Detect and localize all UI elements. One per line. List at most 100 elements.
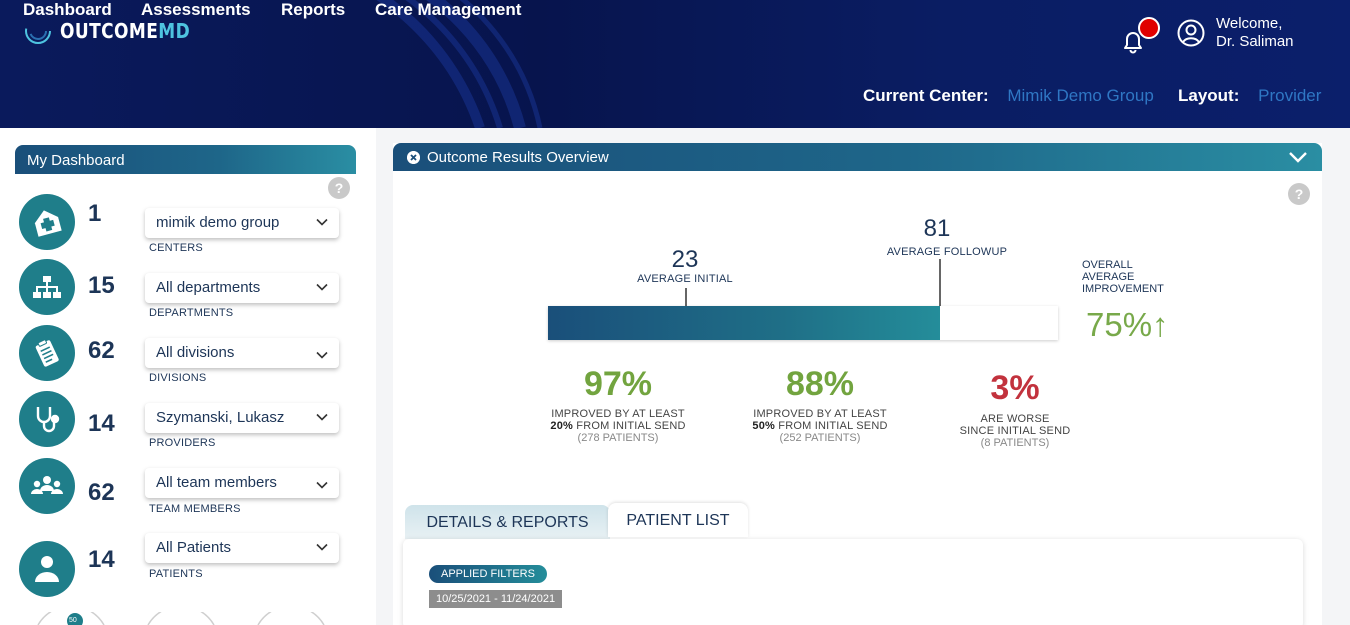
average-initial-value: 23 xyxy=(671,246,699,273)
desc-line: IMPROVED BY AT LEAST xyxy=(753,408,887,420)
outcomemd-logo[interactable]: OUTCOMEMD xyxy=(24,17,213,45)
patients-select[interactable]: All Patients xyxy=(145,533,339,563)
improved-20-percent: 97% xyxy=(583,365,653,403)
desc-rest: FROM INITIAL SEND xyxy=(573,420,686,432)
layout-link[interactable]: Provider xyxy=(1258,86,1322,105)
improved-50-percent: 88% xyxy=(785,365,855,403)
improvement-bar-fill xyxy=(548,306,941,340)
worse-patients: (8 PATIENTS) xyxy=(980,437,1050,449)
notification-bell-icon[interactable] xyxy=(1118,26,1148,56)
divisions-label: DIVISIONS xyxy=(149,372,207,384)
nav-assessments[interactable]: Assessments xyxy=(141,0,251,19)
providers-select-value: Szymanski, Lukasz xyxy=(156,409,285,426)
tab-patient-list[interactable]: PATIENT LIST xyxy=(608,503,748,537)
my-dashboard-panel: My Dashboard ? 1 mimik demo group CENTER… xyxy=(0,128,376,625)
improved-50-description: IMPROVED BY AT LEAST 50% FROM INITIAL SE… xyxy=(730,408,910,432)
user-avatar-icon[interactable] xyxy=(1176,18,1206,48)
help-icon[interactable]: ? xyxy=(328,177,350,199)
nav-dashboard[interactable]: Dashboard xyxy=(23,0,112,19)
gauge-badge: 50 xyxy=(69,617,77,624)
centers-count: 1 xyxy=(88,200,102,227)
help-icon[interactable]: ? xyxy=(1288,183,1310,205)
chevron-down-icon xyxy=(316,283,328,291)
average-initial-label: AVERAGE INITIAL xyxy=(637,273,733,285)
nav-reports[interactable]: Reports xyxy=(281,0,346,19)
tab-details-reports[interactable]: DETAILS & REPORTS xyxy=(405,505,610,539)
patients-label: PATIENTS xyxy=(149,568,203,580)
providers-count: 14 xyxy=(88,410,115,437)
providers-select[interactable]: Szymanski, Lukasz xyxy=(145,403,339,433)
desc-bold: 20% xyxy=(550,420,574,432)
departments-select-value: All departments xyxy=(156,279,261,296)
stethoscope-icon xyxy=(19,391,75,447)
chevron-down-icon xyxy=(316,413,328,421)
average-followup-marker xyxy=(939,259,942,306)
centers-row: 1 mimik demo group CENTERS xyxy=(0,191,376,254)
chevron-down-icon xyxy=(316,481,328,489)
desc-line: SINCE INITIAL SEND xyxy=(959,425,1071,437)
team-icon xyxy=(19,458,75,514)
current-center: Current Center: Mimik Demo Group xyxy=(863,86,1154,106)
team-members-label: TEAM MEMBERS xyxy=(149,503,241,515)
patients-row: 14 All Patients PATIENTS xyxy=(0,516,376,597)
desc-rest: FROM INITIAL SEND xyxy=(775,420,888,432)
hospital-icon xyxy=(19,194,75,250)
team-members-select[interactable]: All team members xyxy=(145,468,339,498)
bottom-gauge-row xyxy=(37,612,325,625)
average-followup-value: 81 xyxy=(923,215,951,242)
worse-percent: 3% xyxy=(990,369,1040,407)
logo-swirl-icon xyxy=(25,18,51,44)
divisions-select-value: All divisions xyxy=(156,344,235,361)
desc-bold: 50% xyxy=(752,420,776,432)
departments-select[interactable]: All departments xyxy=(145,273,339,303)
average-initial-marker xyxy=(684,288,687,306)
improved-20-patients: (278 PATIENTS) xyxy=(577,432,659,444)
close-icon[interactable] xyxy=(407,151,420,164)
desc-line: 20% FROM INITIAL SEND xyxy=(528,420,708,432)
desc-line: 50% FROM INITIAL SEND xyxy=(730,420,910,432)
team-members-count: 62 xyxy=(88,479,115,506)
centers-select-value: mimik demo group xyxy=(156,214,280,231)
improved-50-patients: (252 PATIENTS) xyxy=(779,432,861,444)
improvement-bar-track xyxy=(548,306,1058,340)
my-dashboard-title: My Dashboard xyxy=(15,145,356,174)
patients-count: 14 xyxy=(88,546,115,573)
overall-improvement-value: 75%↑ xyxy=(1086,306,1169,343)
desc-line: IMPROVED BY AT LEAST xyxy=(551,408,685,420)
overall-improvement-label: OVERALL AVERAGE IMPROVEMENT xyxy=(1082,259,1164,295)
layout-selector: Layout: Provider xyxy=(1178,86,1321,106)
chevron-down-icon xyxy=(316,351,328,359)
providers-row: 14 Szymanski, Lukasz PROVIDERS xyxy=(0,386,376,449)
departments-label: DEPARTMENTS xyxy=(149,307,234,319)
header-arc-decoration xyxy=(376,0,543,128)
chevron-down-icon xyxy=(316,218,328,226)
patient-icon xyxy=(19,541,75,597)
applied-filters-badge[interactable]: APPLIED FILTERS xyxy=(429,565,547,583)
nav-care-management[interactable]: Care Management xyxy=(375,0,522,19)
current-center-label: Current Center: xyxy=(863,86,989,105)
welcome-text: Welcome, Dr. Saliman xyxy=(1216,15,1336,51)
average-followup-label: AVERAGE FOLLOWUP xyxy=(886,246,1008,258)
chevron-down-icon xyxy=(316,543,328,551)
notification-badge xyxy=(1138,17,1160,39)
current-center-link[interactable]: Mimik Demo Group xyxy=(1007,86,1154,105)
welcome-line: Welcome, xyxy=(1216,15,1283,32)
user-name: Dr. Saliman xyxy=(1216,33,1294,50)
centers-label: CENTERS xyxy=(149,242,203,254)
org-chart-icon xyxy=(19,259,75,315)
centers-select[interactable]: mimik demo group xyxy=(145,208,339,238)
chevron-down-icon[interactable] xyxy=(1288,150,1308,164)
improved-20-description: IMPROVED BY AT LEAST 20% FROM INITIAL SE… xyxy=(528,408,708,432)
divisions-row: 62 All divisions DIVISIONS xyxy=(0,321,376,384)
tab-content-area xyxy=(403,539,1303,625)
departments-count: 15 xyxy=(88,272,115,299)
departments-row: 15 All departments DEPARTMENTS xyxy=(0,256,376,319)
divisions-count: 62 xyxy=(88,337,115,364)
team-members-row: 62 All team members TEAM MEMBERS xyxy=(0,451,376,515)
outcome-results-header: Outcome Results Overview xyxy=(393,143,1322,171)
worse-description: ARE WORSE SINCE INITIAL SEND xyxy=(925,413,1105,437)
divisions-select[interactable]: All divisions xyxy=(145,338,339,368)
clipboard-icon xyxy=(19,325,75,381)
patients-select-value: All Patients xyxy=(156,539,232,556)
providers-label: PROVIDERS xyxy=(149,437,216,449)
